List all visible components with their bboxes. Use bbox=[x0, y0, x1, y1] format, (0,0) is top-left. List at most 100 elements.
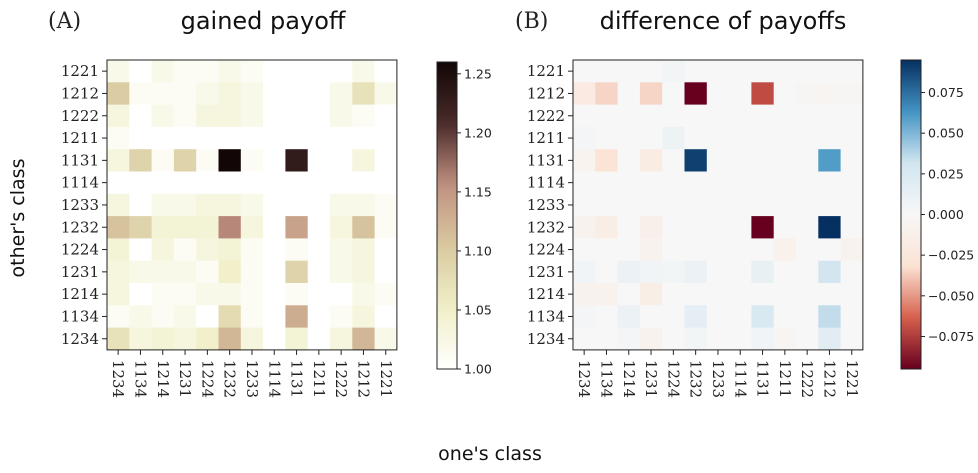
heatmap-cell bbox=[573, 305, 596, 328]
heatmap-cell bbox=[818, 193, 841, 217]
heatmap-cell bbox=[796, 260, 819, 284]
y-tick-label: 1114 bbox=[527, 174, 565, 192]
heatmap-cell bbox=[129, 305, 152, 328]
heatmap-cell bbox=[595, 238, 618, 262]
heatmap-cell bbox=[573, 238, 596, 262]
heatmap-cell bbox=[751, 171, 775, 195]
heatmap-cell bbox=[173, 126, 197, 150]
heatmap-cell bbox=[751, 149, 775, 172]
heatmap-cell bbox=[573, 216, 596, 239]
heatmap-cell bbox=[196, 216, 219, 239]
heatmap-cell bbox=[285, 327, 309, 351]
heatmap-cell bbox=[773, 238, 797, 262]
heatmap-cell bbox=[729, 305, 752, 328]
heatmap-cell bbox=[684, 82, 708, 105]
heatmap-cell bbox=[595, 260, 618, 284]
heatmap-cell bbox=[240, 216, 264, 239]
heatmap-cell bbox=[662, 82, 685, 105]
heatmap-cell bbox=[840, 171, 864, 195]
heatmap-cells bbox=[573, 60, 864, 351]
heatmap-cell bbox=[706, 126, 730, 150]
heatmap-cell bbox=[240, 104, 264, 128]
heatmap-cell bbox=[662, 193, 685, 217]
heatmap-cell bbox=[684, 60, 708, 83]
heatmap-cell bbox=[706, 193, 730, 217]
heatmap-cell bbox=[196, 171, 219, 195]
heatmap-cell bbox=[706, 82, 730, 105]
panel-label: (A) bbox=[48, 9, 81, 34]
heatmap-cell bbox=[617, 216, 641, 239]
heatmap-cell bbox=[263, 193, 286, 217]
heatmap-cell bbox=[796, 327, 819, 351]
heatmap-cell bbox=[107, 60, 130, 83]
heatmap-cell bbox=[240, 149, 264, 172]
heatmap-cell bbox=[129, 149, 152, 172]
heatmap-cell bbox=[151, 104, 175, 128]
heatmap-cell bbox=[307, 60, 331, 83]
x-tick-label: 1114 bbox=[731, 360, 749, 398]
heatmap-cell bbox=[729, 238, 752, 262]
heatmap-cell bbox=[107, 104, 130, 128]
heatmap-cell bbox=[218, 126, 242, 150]
heatmap-cell bbox=[107, 238, 130, 262]
colorbar-tick-label: 1.15 bbox=[464, 184, 492, 199]
heatmap-cell bbox=[330, 260, 353, 284]
x-tick-label: 1134 bbox=[597, 360, 615, 398]
y-tick-label: 1234 bbox=[527, 330, 565, 348]
heatmap-cell bbox=[706, 327, 730, 351]
heatmap-cell bbox=[706, 238, 730, 262]
heatmap-cell bbox=[263, 305, 286, 328]
heatmap-cell bbox=[151, 283, 175, 306]
heatmap-cell bbox=[639, 216, 663, 239]
heatmap-cell bbox=[307, 104, 331, 128]
panel-title: difference of payoffs bbox=[600, 7, 847, 35]
heatmap-cell bbox=[240, 60, 264, 83]
heatmap-cell bbox=[751, 126, 775, 150]
heatmap-cell bbox=[307, 305, 331, 328]
heatmap-cell bbox=[773, 126, 797, 150]
heatmap-cell bbox=[662, 60, 685, 83]
heatmap-cell bbox=[330, 193, 353, 217]
heatmap-cell bbox=[617, 305, 641, 328]
heatmap-cell bbox=[173, 104, 197, 128]
heatmap-cell bbox=[684, 283, 708, 306]
heatmap-cell bbox=[107, 283, 130, 306]
x-tick-label: 1131 bbox=[754, 360, 772, 398]
heatmap-cell bbox=[374, 60, 398, 83]
heatmap-cell bbox=[240, 283, 264, 306]
x-tick-label: 1232 bbox=[221, 360, 239, 398]
heatmap-cell bbox=[285, 149, 309, 172]
heatmap-cell bbox=[196, 104, 219, 128]
heatmap-cell bbox=[352, 82, 375, 105]
heatmap-cell bbox=[729, 193, 752, 217]
heatmap-cell bbox=[751, 104, 775, 128]
heatmap-cell bbox=[151, 260, 175, 284]
heatmap-cell bbox=[729, 149, 752, 172]
heatmap-cell bbox=[751, 327, 775, 351]
colorbar-tick-label: 1.00 bbox=[464, 362, 492, 377]
heatmap-cell bbox=[374, 216, 398, 239]
heatmap-cell bbox=[330, 126, 353, 150]
heatmap-cell bbox=[573, 126, 596, 150]
heatmap-cell bbox=[240, 82, 264, 105]
heatmap-cell bbox=[218, 149, 242, 172]
heatmap-cell bbox=[818, 305, 841, 328]
heatmap-cell bbox=[773, 216, 797, 239]
y-tick-label: 1232 bbox=[527, 218, 565, 236]
heatmap-cell bbox=[639, 305, 663, 328]
heatmap-cell bbox=[218, 82, 242, 105]
heatmap-cell bbox=[639, 171, 663, 195]
heatmap-cell bbox=[330, 104, 353, 128]
heatmap-cell bbox=[330, 171, 353, 195]
heatmap-cell bbox=[617, 126, 641, 150]
heatmap-cell bbox=[240, 305, 264, 328]
heatmap-cell bbox=[263, 82, 286, 105]
y-tick-label: 1134 bbox=[61, 307, 99, 325]
heatmap-cell bbox=[352, 238, 375, 262]
heatmap-cell bbox=[330, 327, 353, 351]
heatmap-cell bbox=[662, 216, 685, 239]
heatmap-cell bbox=[639, 104, 663, 128]
heatmap-cell bbox=[196, 238, 219, 262]
heatmap-cell bbox=[330, 216, 353, 239]
heatmap-cell bbox=[129, 283, 152, 306]
